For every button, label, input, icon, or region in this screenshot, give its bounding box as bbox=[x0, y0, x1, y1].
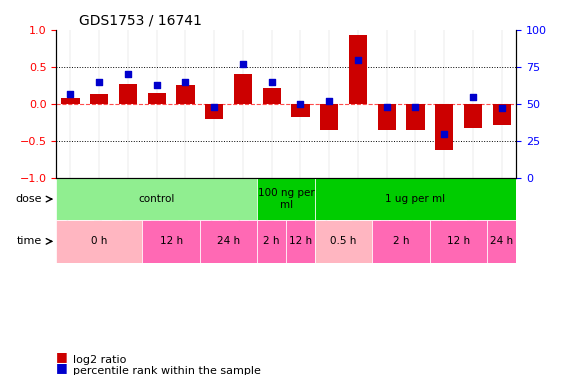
Bar bbox=[119, 84, 137, 104]
Text: percentile rank within the sample: percentile rank within the sample bbox=[73, 366, 261, 375]
FancyBboxPatch shape bbox=[142, 220, 200, 262]
Point bbox=[123, 71, 132, 77]
Bar bbox=[176, 86, 195, 104]
Text: time: time bbox=[16, 236, 42, 246]
Point bbox=[497, 105, 506, 111]
Point bbox=[468, 94, 477, 100]
FancyBboxPatch shape bbox=[286, 220, 315, 262]
FancyBboxPatch shape bbox=[315, 178, 516, 220]
Bar bbox=[291, 104, 310, 117]
Bar bbox=[263, 88, 281, 104]
Point bbox=[296, 101, 305, 107]
Text: 24 h: 24 h bbox=[217, 236, 240, 246]
Text: dose: dose bbox=[15, 194, 42, 204]
Point bbox=[267, 79, 276, 85]
Point bbox=[181, 79, 190, 85]
FancyBboxPatch shape bbox=[56, 178, 257, 220]
Bar bbox=[320, 104, 338, 130]
Text: 1 ug per ml: 1 ug per ml bbox=[385, 194, 445, 204]
Text: 2 h: 2 h bbox=[393, 236, 410, 246]
Point bbox=[152, 82, 161, 88]
Point bbox=[210, 104, 219, 110]
Text: 24 h: 24 h bbox=[490, 236, 513, 246]
Text: 12 h: 12 h bbox=[289, 236, 312, 246]
Point bbox=[440, 130, 449, 136]
Bar bbox=[148, 93, 166, 104]
Text: log2 ratio: log2 ratio bbox=[73, 355, 126, 365]
FancyBboxPatch shape bbox=[373, 220, 430, 262]
Bar bbox=[435, 104, 453, 150]
Bar bbox=[464, 104, 482, 128]
Point bbox=[382, 104, 391, 110]
Text: control: control bbox=[139, 194, 175, 204]
FancyBboxPatch shape bbox=[257, 178, 315, 220]
Text: 0.5 h: 0.5 h bbox=[330, 236, 357, 246]
Text: GDS1753 / 16741: GDS1753 / 16741 bbox=[79, 13, 202, 27]
FancyBboxPatch shape bbox=[488, 220, 516, 262]
Bar bbox=[234, 74, 252, 104]
FancyBboxPatch shape bbox=[315, 220, 373, 262]
Text: 2 h: 2 h bbox=[264, 236, 280, 246]
Bar bbox=[90, 94, 108, 104]
Text: 12 h: 12 h bbox=[447, 236, 470, 246]
Text: 100 ng per
ml: 100 ng per ml bbox=[257, 188, 315, 210]
Text: 0 h: 0 h bbox=[91, 236, 107, 246]
Point bbox=[95, 79, 104, 85]
Bar bbox=[205, 104, 223, 119]
Point bbox=[353, 57, 362, 63]
FancyBboxPatch shape bbox=[56, 220, 142, 262]
FancyBboxPatch shape bbox=[257, 220, 286, 262]
Point bbox=[325, 98, 334, 104]
Text: 12 h: 12 h bbox=[159, 236, 183, 246]
Text: ■: ■ bbox=[56, 361, 68, 374]
FancyBboxPatch shape bbox=[430, 220, 488, 262]
Point bbox=[238, 61, 247, 67]
Bar bbox=[493, 104, 511, 125]
Point bbox=[411, 104, 420, 110]
Bar bbox=[406, 104, 425, 130]
Bar bbox=[349, 35, 367, 104]
Bar bbox=[378, 104, 396, 130]
FancyBboxPatch shape bbox=[200, 220, 257, 262]
Bar bbox=[61, 98, 80, 104]
Text: ■: ■ bbox=[56, 350, 68, 363]
Point bbox=[66, 91, 75, 97]
